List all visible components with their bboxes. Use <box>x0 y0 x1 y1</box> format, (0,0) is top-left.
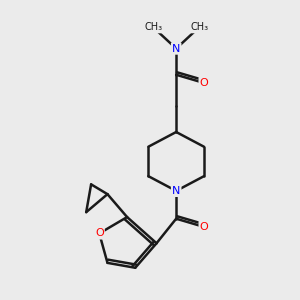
Text: O: O <box>200 78 208 88</box>
Text: N: N <box>172 186 180 196</box>
Text: N: N <box>172 44 180 54</box>
Text: O: O <box>95 228 104 239</box>
Text: CH₃: CH₃ <box>144 22 162 32</box>
Text: O: O <box>200 222 208 232</box>
Text: CH₃: CH₃ <box>190 22 208 32</box>
